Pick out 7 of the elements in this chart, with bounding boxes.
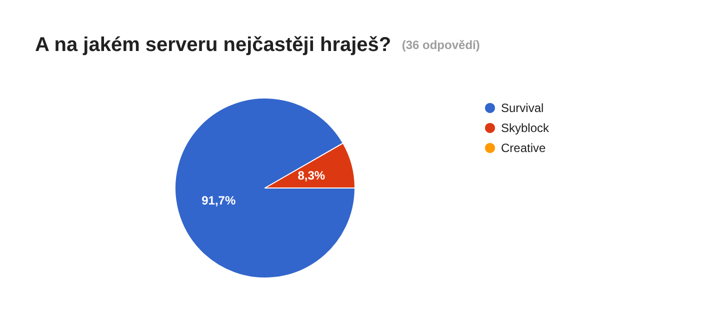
chart-title: A na jakém serveru nejčastěji hraješ?: [35, 34, 392, 56]
legend-label: Skyblock: [501, 121, 550, 135]
legend-label: Survival: [501, 101, 544, 115]
chart-subtitle: (36 odpovědí): [402, 38, 480, 52]
data-label: 91,7%: [202, 193, 236, 208]
data-label: 8,3%: [298, 168, 326, 183]
legend-label: Creative: [501, 141, 546, 155]
